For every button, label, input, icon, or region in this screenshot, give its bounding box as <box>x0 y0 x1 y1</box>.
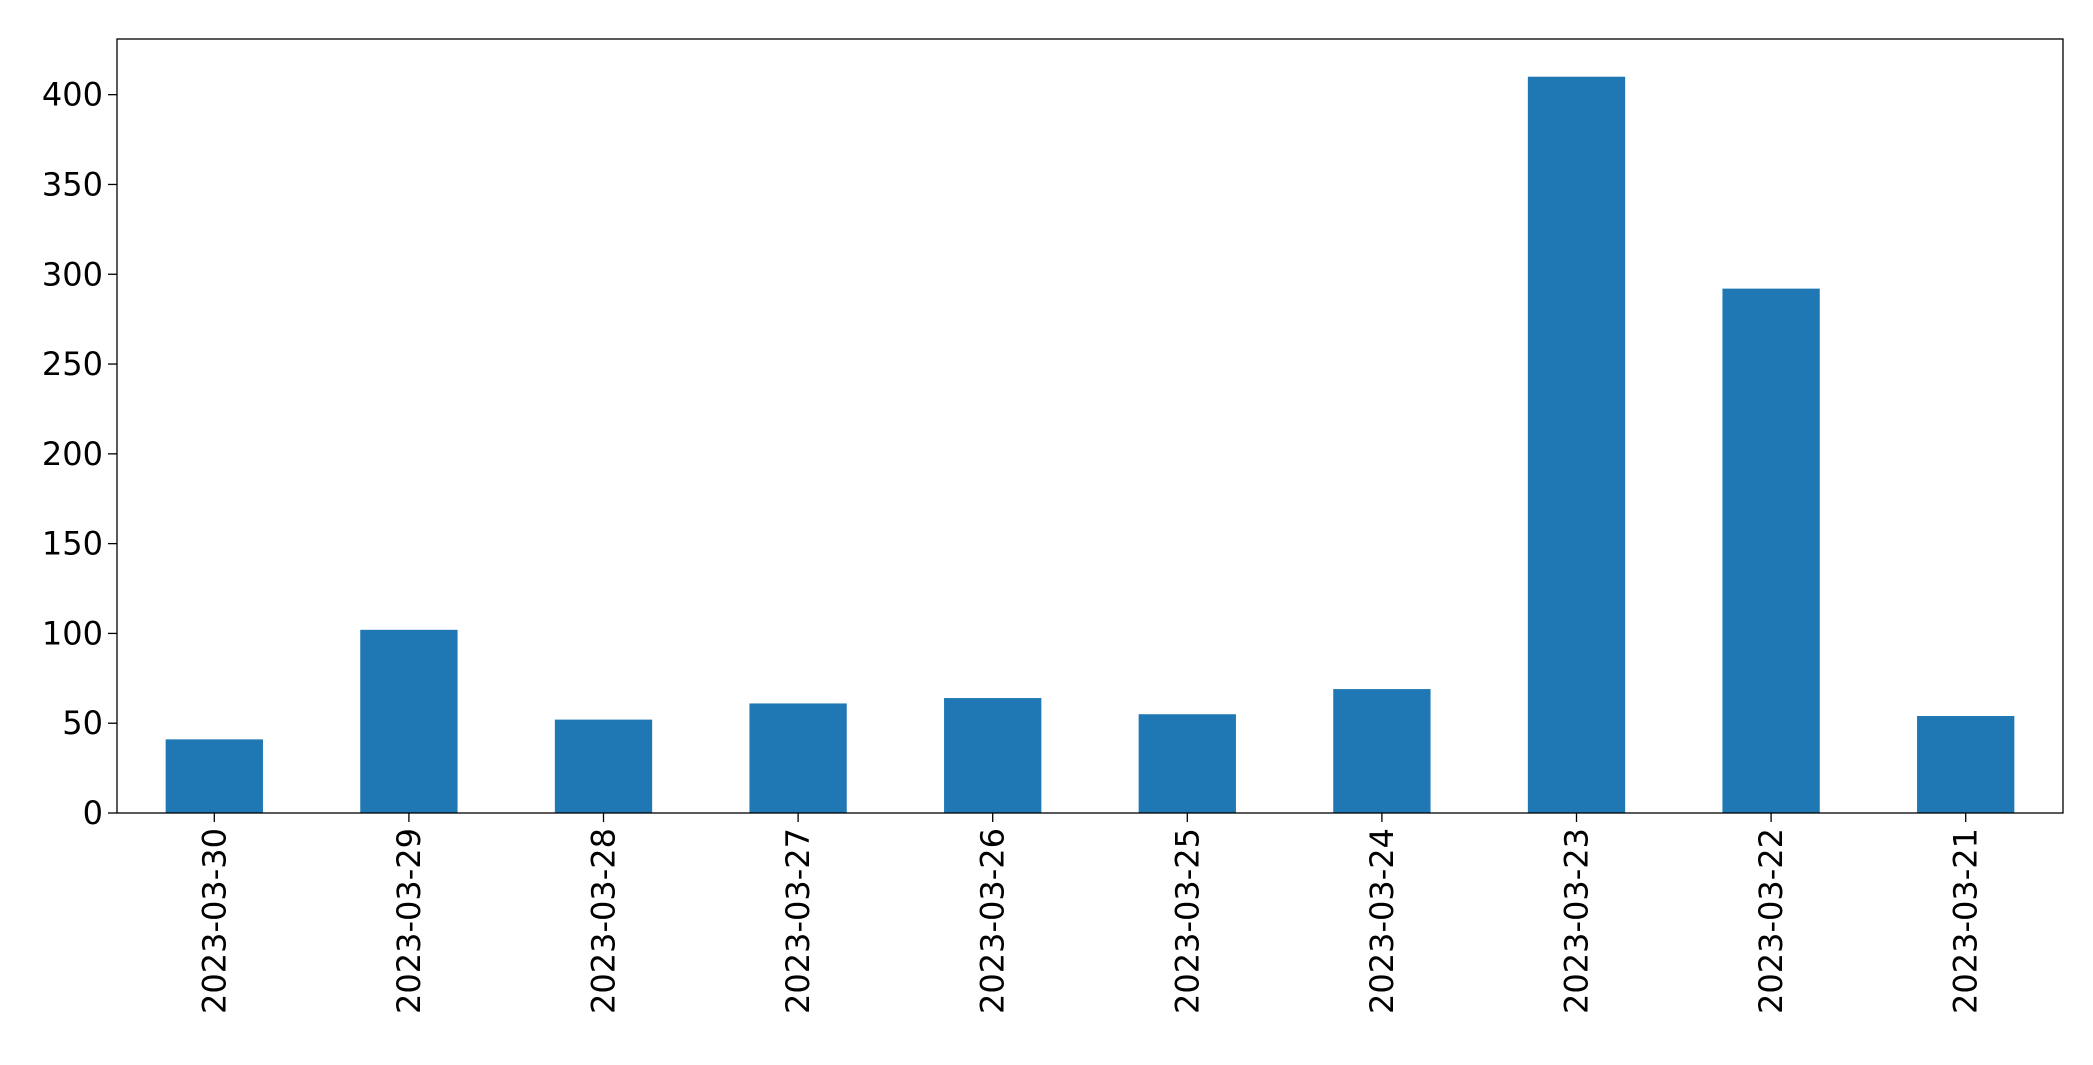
x-tick-label: 2023-03-21 <box>1947 828 1985 1014</box>
y-tick-label: 0 <box>83 794 103 832</box>
bar <box>554 719 653 813</box>
y-tick-label: 200 <box>42 435 103 473</box>
x-tick-label: 2023-03-26 <box>974 828 1012 1014</box>
y-tick-label: 100 <box>42 614 103 652</box>
bar <box>1917 716 2015 813</box>
x-tick-label: 2023-03-27 <box>779 828 817 1014</box>
x-tick-label: 2023-03-22 <box>1752 828 1790 1014</box>
bar <box>944 698 1042 813</box>
plot-frame <box>116 38 2064 814</box>
bar <box>1722 288 1820 813</box>
x-tick-label: 2023-03-25 <box>1168 828 1206 1014</box>
x-tick-label: 2023-03-30 <box>195 828 233 1014</box>
x-tick-label: 2023-03-23 <box>1558 828 1596 1014</box>
bar <box>1138 714 1236 813</box>
bar <box>1527 76 1626 814</box>
bar <box>1333 689 1431 813</box>
x-tick-label: 2023-03-29 <box>390 828 428 1014</box>
y-tick-label: 250 <box>42 345 103 383</box>
y-tick-label: 150 <box>42 525 103 563</box>
y-tick-label: 50 <box>62 704 103 742</box>
y-tick-label: 300 <box>42 255 103 293</box>
bar <box>165 739 263 813</box>
bar <box>360 629 458 813</box>
y-tick-label: 350 <box>42 165 103 203</box>
x-tick-label: 2023-03-28 <box>585 828 623 1014</box>
bar <box>749 703 847 813</box>
y-tick-label: 400 <box>42 76 103 114</box>
x-tick-label: 2023-03-24 <box>1363 828 1401 1014</box>
